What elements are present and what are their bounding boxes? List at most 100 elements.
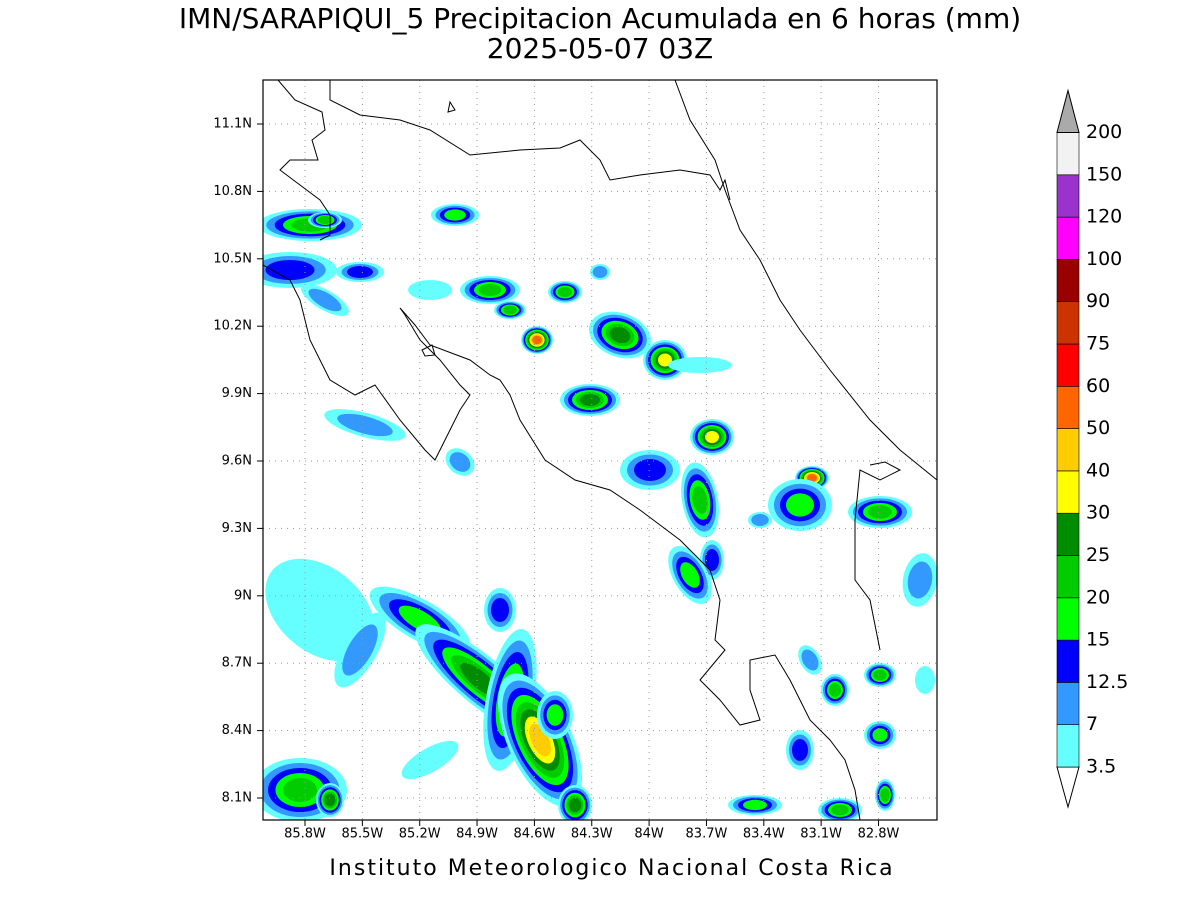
colorbar-label: 200	[1086, 121, 1122, 143]
colorbar-segment	[1056, 132, 1080, 176]
rain-contour	[801, 649, 819, 671]
colorbar-label: 7	[1086, 713, 1098, 735]
lat-label: 8.1N	[222, 791, 252, 806]
rain-contour	[792, 739, 808, 761]
colorbar-end	[1056, 88, 1080, 133]
colorbar-segment	[1056, 555, 1080, 599]
colorbar-label: 20	[1086, 586, 1110, 608]
lon-label: 85.8W	[284, 827, 326, 842]
rain-contour	[478, 284, 502, 296]
rain-contour	[592, 266, 608, 278]
footer: Instituto Meteorologico Nacional Costa R…	[329, 856, 894, 881]
colorbar-segment	[1056, 512, 1080, 556]
rain-contour	[546, 704, 564, 726]
border	[854, 461, 902, 651]
rain-contour	[444, 209, 466, 221]
rain-contour	[318, 216, 332, 224]
colorbar-label: 150	[1086, 163, 1122, 185]
precipitation-field	[263, 204, 937, 820]
colorbar-label: 50	[1086, 417, 1110, 439]
colorbar-end	[1056, 766, 1080, 809]
colorbar-label: 75	[1086, 333, 1110, 355]
colorbar-segment	[1056, 597, 1080, 641]
rain-contour	[568, 797, 582, 813]
rain-contour	[751, 514, 769, 526]
lat-label: 9.6N	[222, 454, 252, 469]
rain-contour	[265, 260, 315, 280]
colorbar-label: 100	[1086, 248, 1122, 270]
rain-contour	[580, 394, 600, 406]
colorbar-segment	[1056, 470, 1080, 514]
lat-label: 9.9N	[222, 386, 252, 401]
lon-label: 84.9W	[456, 827, 498, 842]
border	[329, 80, 731, 201]
rain-contour	[743, 799, 767, 811]
rain-contour	[880, 788, 890, 802]
coastline	[263, 264, 861, 820]
colorbar-label: 12.5	[1086, 671, 1128, 693]
lat-label: 9N	[234, 588, 252, 603]
colorbar-label: 120	[1086, 206, 1122, 228]
rain-contour	[668, 357, 732, 373]
colorbar-segment	[1056, 343, 1080, 387]
rain-contour	[324, 793, 336, 807]
rain-contour	[342, 624, 378, 676]
rain-contour	[868, 505, 892, 519]
title: IMN/SARAPIQUI_5 Precipitacion Acumulada …	[179, 2, 1021, 35]
lat-label: 9.3N	[222, 521, 252, 536]
rain-contour	[786, 493, 814, 517]
rain-contour	[532, 335, 542, 345]
colorbar-segment	[1056, 639, 1080, 683]
colorbar-segment	[1056, 301, 1080, 345]
lat-label: 8.7N	[222, 656, 252, 671]
grid: 85.8W 85.5W 85.2W 84.9W 84.6W 84.3W 84W 83.7W 83…	[213, 80, 937, 842]
rain-contour	[491, 598, 509, 622]
rain-contour	[692, 486, 708, 514]
colorbar-segment	[1056, 216, 1080, 260]
rain-contour	[907, 561, 933, 599]
lat-label: 10.5N	[213, 251, 252, 266]
rain-contour	[807, 474, 817, 482]
subtitle: 2025-05-07 03Z	[487, 32, 713, 65]
coastline	[674, 80, 937, 481]
rain-contour	[634, 459, 666, 481]
lon-label: 84.6W	[513, 827, 555, 842]
rain-contour	[915, 666, 935, 694]
coastline	[277, 80, 331, 241]
colorbar-segment	[1056, 682, 1080, 726]
rain-contour	[873, 669, 887, 681]
rain-contour	[401, 740, 459, 780]
rain-contour	[347, 266, 373, 278]
colorbar-segment	[1056, 259, 1080, 302]
rain-contour	[449, 452, 471, 472]
rain-contour	[829, 683, 841, 697]
rain-contour	[337, 413, 393, 437]
colorbar-label: 25	[1086, 544, 1110, 566]
lat-label: 10.8N	[213, 184, 252, 199]
rain-contour	[872, 728, 888, 742]
lon-label: 83.4W	[743, 827, 785, 842]
rain-contour	[558, 287, 572, 297]
rain-contour	[705, 431, 719, 443]
lon-label: 83.1W	[800, 827, 842, 842]
colorbar-segment	[1056, 174, 1080, 218]
colorbar-segment	[1056, 428, 1080, 472]
lat-label: 11.1N	[213, 117, 252, 132]
lon-label: 84.3W	[571, 827, 613, 842]
rain-contour	[680, 562, 700, 588]
map-frame	[262, 79, 938, 821]
lon-label: 82.8W	[858, 827, 900, 842]
rain-contour	[265, 558, 375, 662]
rain-contour	[308, 288, 342, 312]
colorbar-label: 30	[1086, 502, 1110, 524]
lon-label: 84W	[634, 827, 664, 842]
lat-label: 8.4N	[222, 723, 252, 738]
lat-label: 10.2N	[213, 319, 252, 334]
colorbar-segment	[1056, 385, 1080, 429]
colorbar-label: 90	[1086, 290, 1110, 312]
rain-contour	[705, 549, 719, 571]
rain-contour	[831, 804, 849, 816]
lon-label: 85.5W	[341, 827, 383, 842]
lon-label: 85.2W	[399, 827, 441, 842]
